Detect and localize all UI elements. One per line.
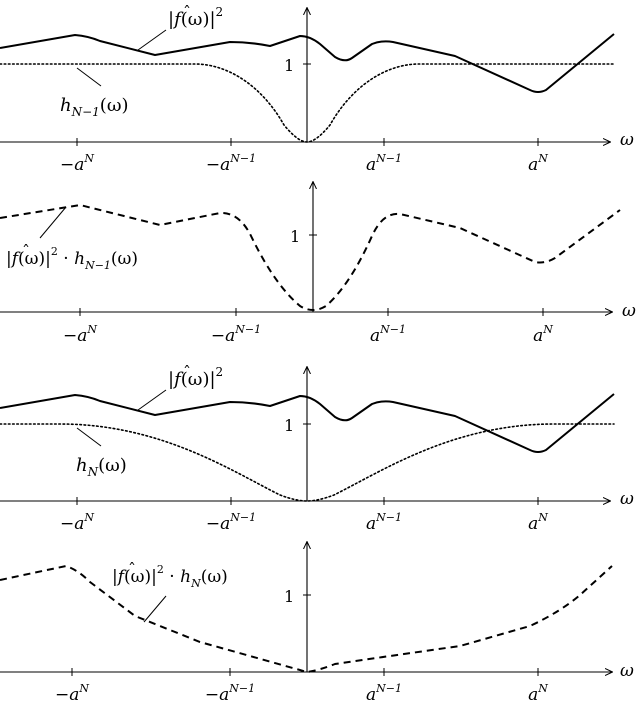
y-tick-label-4: 1	[284, 587, 294, 606]
panel-1: 1 ω −aN −aN−1 aN−1 aN ˆ |f(ω)|2 hN−1(ω)	[0, 3, 634, 175]
expr-2: |f(ω)|2 · hN−1(ω)	[6, 245, 138, 272]
tick-label-aN-2: aN	[533, 323, 553, 346]
product-N-curve	[0, 564, 613, 674]
leader-f-3	[137, 389, 167, 411]
label-product-N-minus-1: ˆ |f(ω)|2 · hN−1(ω)	[6, 242, 138, 272]
hat-2: ˆ	[22, 242, 30, 261]
tick-label-aN-1: aN	[528, 152, 548, 175]
hat-3: ˆ	[183, 363, 191, 382]
tick-label-aN1-3: aN−1	[366, 511, 402, 534]
tick-label-neg-aN1-1: −aN−1	[206, 152, 256, 175]
leader-prod-1	[39, 206, 67, 239]
label-h-N-minus-1: hN−1(ω)	[60, 95, 129, 119]
label-f-hat-squared-3: ˆ |f(ω)|2	[168, 363, 223, 390]
expr-4: |f(ω)|2 · hN(ω)	[112, 563, 228, 590]
product-N-minus-1-curve	[0, 203, 621, 311]
tick-label-neg-aN-4: −aN	[55, 682, 89, 703]
f-hat-squared-curve-3	[0, 393, 615, 453]
tick-label-aN1-1: aN−1	[366, 152, 402, 175]
label-f-hat-squared-1: ˆ |f(ω)|2	[168, 3, 223, 30]
y-tick-label-3: 1	[284, 416, 294, 435]
y-tick-label-2: 1	[290, 227, 300, 246]
label-h-N: hN(ω)	[76, 455, 127, 479]
tick-label-aN1-2: aN−1	[370, 323, 406, 346]
panel-2: 1 ω −aN −aN−1 aN−1 aN ˆ |f(ω)|2 · hN−1(ω…	[0, 182, 636, 346]
leader-f-1	[137, 29, 167, 51]
h-N-curve	[0, 423, 615, 502]
leader-h-3	[76, 427, 102, 447]
hat-4: ˆ	[128, 560, 136, 579]
tick-label-neg-aN-3: −aN	[60, 511, 94, 534]
leader-prod-4	[143, 595, 167, 623]
panel-3: 1 ω −aN −aN−1 aN−1 aN ˆ |f(ω)|2 hN(ω)	[0, 363, 634, 534]
x-axis-label-4: ω	[620, 661, 634, 681]
tick-label-aN-3: aN	[528, 511, 548, 534]
x-axis-label-2: ω	[622, 301, 636, 321]
tick-label-neg-aN1-2: −aN−1	[211, 323, 261, 346]
label-product-N: ˆ |f(ω)|2 · hN(ω)	[112, 560, 228, 590]
h-N-minus-1-curve	[0, 63, 615, 143]
tick-label-neg-aN-1: −aN	[60, 152, 94, 175]
expr-3: |f(ω)|2	[168, 365, 223, 390]
tick-label-neg-aN1-4: −aN−1	[205, 682, 255, 703]
tick-label-aN1-4: aN−1	[366, 682, 402, 703]
hat-1: ˆ	[183, 3, 191, 22]
tick-label-neg-aN-2: −aN	[63, 323, 97, 346]
leader-h-1	[76, 67, 102, 87]
tick-label-aN-4: aN	[528, 682, 548, 703]
x-axis-label-1: ω	[620, 130, 634, 150]
f-hat-squared-curve-1	[0, 33, 615, 93]
y-tick-label-1: 1	[284, 56, 294, 75]
tick-label-neg-aN1-3: −aN−1	[206, 511, 256, 534]
expr-1: |f(ω)|2	[168, 5, 223, 30]
panel-4: 1 ω −aN −aN−1 aN−1 aN ˆ |f(ω)|2 · hN(ω)	[0, 542, 634, 703]
x-axis-label-3: ω	[620, 489, 634, 509]
